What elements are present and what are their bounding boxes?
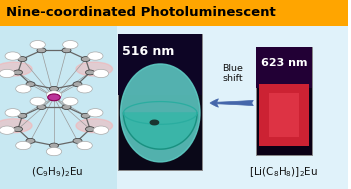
- Circle shape: [13, 127, 22, 132]
- Circle shape: [0, 126, 15, 134]
- Ellipse shape: [0, 62, 32, 76]
- Circle shape: [30, 97, 45, 105]
- Text: [Li(C$_8$H$_8$)]$_2$Eu: [Li(C$_8$H$_8$)]$_2$Eu: [249, 165, 318, 179]
- Circle shape: [62, 97, 78, 105]
- Circle shape: [86, 70, 94, 75]
- Circle shape: [73, 138, 82, 143]
- Circle shape: [62, 48, 71, 53]
- Circle shape: [18, 57, 27, 62]
- Circle shape: [0, 69, 15, 78]
- Polygon shape: [124, 113, 197, 149]
- Circle shape: [88, 52, 103, 60]
- Circle shape: [16, 141, 31, 150]
- Circle shape: [150, 120, 159, 125]
- Circle shape: [77, 141, 92, 150]
- Circle shape: [73, 82, 82, 87]
- Circle shape: [77, 85, 92, 93]
- Circle shape: [37, 48, 46, 53]
- Circle shape: [30, 40, 45, 49]
- FancyBboxPatch shape: [118, 34, 202, 95]
- Circle shape: [26, 138, 35, 143]
- Circle shape: [88, 109, 103, 117]
- Text: 623 nm: 623 nm: [261, 58, 307, 68]
- Circle shape: [18, 113, 27, 118]
- FancyBboxPatch shape: [259, 84, 309, 146]
- FancyBboxPatch shape: [0, 26, 117, 189]
- FancyBboxPatch shape: [269, 93, 299, 137]
- FancyBboxPatch shape: [0, 26, 349, 189]
- Circle shape: [13, 70, 22, 75]
- Circle shape: [26, 82, 35, 87]
- FancyBboxPatch shape: [0, 0, 349, 26]
- Circle shape: [93, 69, 108, 78]
- Ellipse shape: [76, 62, 113, 76]
- FancyBboxPatch shape: [118, 34, 202, 170]
- Text: Blue
shift: Blue shift: [222, 64, 243, 83]
- Ellipse shape: [120, 64, 200, 162]
- Circle shape: [62, 40, 78, 49]
- Circle shape: [81, 57, 90, 62]
- Circle shape: [5, 109, 20, 117]
- Circle shape: [48, 94, 60, 101]
- Circle shape: [37, 105, 46, 109]
- Circle shape: [16, 85, 31, 93]
- Ellipse shape: [76, 119, 113, 133]
- Circle shape: [62, 105, 71, 109]
- Circle shape: [46, 91, 62, 99]
- Ellipse shape: [0, 119, 32, 133]
- Circle shape: [46, 147, 62, 156]
- Circle shape: [86, 127, 94, 132]
- Circle shape: [49, 143, 59, 148]
- Text: 516 nm: 516 nm: [122, 45, 174, 58]
- Circle shape: [81, 113, 90, 118]
- Text: (C$_9$H$_9$)$_2$Eu: (C$_9$H$_9$)$_2$Eu: [31, 165, 84, 179]
- FancyBboxPatch shape: [256, 47, 312, 155]
- Circle shape: [93, 126, 108, 134]
- Circle shape: [49, 86, 59, 91]
- FancyBboxPatch shape: [256, 47, 312, 88]
- Circle shape: [5, 52, 20, 60]
- Text: Nine-coordinated Photoluminescent: Nine-coordinated Photoluminescent: [6, 6, 276, 19]
